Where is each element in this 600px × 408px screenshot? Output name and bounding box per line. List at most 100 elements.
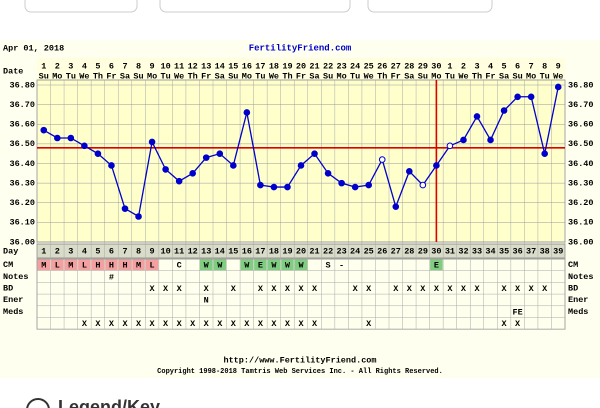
cell-text: H: [109, 261, 114, 271]
y-tick-label: 36.80: [9, 80, 35, 90]
temperature-point: [40, 126, 48, 134]
x-tick-label: 29: [418, 246, 428, 256]
x-tick-label: 8: [136, 246, 141, 256]
cell-text: X: [434, 284, 440, 294]
cell-text: M: [68, 261, 73, 271]
weekday-label: Su: [133, 71, 143, 81]
x-tick-label: 22: [323, 246, 333, 256]
weekday-label: Su: [418, 71, 428, 81]
temperature-point: [527, 93, 535, 101]
temperature-point: [514, 93, 521, 101]
x-tick-label: 1: [41, 246, 46, 256]
weekday-label: We: [364, 71, 374, 81]
row-label: Ener: [3, 295, 23, 305]
top-button[interactable]: [24, 0, 138, 13]
row-label: Meds: [568, 307, 588, 317]
x-tick-label: 5: [95, 246, 100, 256]
temperature-point: [392, 203, 400, 210]
cell-text: W: [285, 261, 291, 271]
date-label: 6: [109, 61, 114, 71]
temperature-point: [67, 134, 75, 142]
date-label: 5: [95, 61, 100, 71]
weekday-label: We: [79, 71, 89, 81]
cell-text: H: [122, 261, 127, 271]
y-tick-label: 36.30: [9, 178, 35, 188]
cell-text: X: [447, 284, 453, 294]
cell-text: X: [461, 284, 467, 294]
weekday-label: Fr: [296, 71, 306, 81]
top-button[interactable]: [159, 0, 351, 13]
temperature-point: [365, 181, 372, 189]
temperature-point: [216, 150, 224, 157]
date-label: 18: [269, 61, 279, 71]
temperature-point: [500, 107, 508, 114]
temperature-point: [135, 213, 142, 220]
x-tick-label: 17: [255, 246, 265, 256]
footer-url: http://www.FertilityFriend.com: [223, 355, 376, 365]
cell-text: X: [271, 319, 277, 329]
cell-text: X: [190, 319, 196, 329]
date-label: 13: [201, 61, 211, 71]
cell-text: X: [312, 319, 318, 329]
chart-title: FertilityFriend.com: [249, 43, 352, 53]
x-tick-label: 27: [391, 246, 401, 256]
cell-highlight: [281, 259, 294, 271]
legend-icon[interactable]: [26, 398, 50, 408]
date-label: 2: [55, 61, 60, 71]
cell-text: X: [407, 284, 413, 294]
temperature-point: [270, 183, 278, 191]
x-tick-label: 16: [242, 246, 252, 256]
cell-highlight: [37, 259, 51, 271]
x-tick-label: 3: [68, 246, 73, 256]
x-tick-label: 32: [458, 246, 468, 256]
x-tick-label: 10: [161, 246, 171, 256]
date-label: Date: [3, 66, 23, 76]
cell-text: X: [285, 284, 291, 294]
y-tick-label: 36.40: [568, 159, 594, 169]
row-label: BD: [568, 284, 578, 294]
row-label: Ener: [568, 295, 588, 305]
weekday-label: Fr: [485, 71, 495, 81]
cell-text: W: [298, 261, 304, 271]
weekday-label: Tu: [66, 71, 76, 81]
weekday-label: Fr: [106, 71, 116, 81]
cell-text: X: [163, 319, 169, 329]
x-tick-label: 33: [472, 246, 482, 256]
weekday-label: Mo: [431, 71, 441, 81]
temperature-point: [433, 162, 440, 169]
x-tick-label: 6: [109, 246, 114, 256]
date-label: 30: [431, 61, 441, 71]
cell-text: X: [393, 284, 399, 294]
weekday-label: Sa: [404, 71, 414, 81]
weekday-label: Tu: [540, 71, 550, 81]
y-tick-label: 36.20: [9, 198, 35, 208]
cell-text: X: [82, 319, 88, 329]
temperature-point: [121, 205, 129, 212]
date-label: 12: [188, 61, 198, 71]
y-tick-label: 36.00: [568, 237, 594, 247]
weekday-label: Th: [377, 71, 387, 81]
x-tick-label: 7: [122, 246, 127, 256]
cell-text: W: [217, 261, 223, 271]
x-tick-label: 11: [174, 246, 184, 256]
cell-highlight: [105, 259, 118, 271]
temperature-point: [257, 181, 264, 189]
temperature-point: [324, 170, 332, 177]
cell-text: X: [366, 319, 372, 329]
date-label: 9: [556, 61, 561, 71]
cell-text: M: [41, 261, 46, 271]
temperature-point: [54, 134, 61, 142]
weekday-label: Fr: [391, 71, 401, 81]
x-tick-label: 2: [55, 246, 60, 256]
date-label: 6: [515, 61, 520, 71]
x-tick-label: 24: [350, 246, 360, 256]
date-label: 23: [337, 61, 347, 71]
cell-text: X: [109, 319, 115, 329]
legend-link[interactable]: Legend/Key: [58, 397, 160, 408]
cell-highlight: [199, 259, 213, 271]
top-button[interactable]: [367, 0, 493, 13]
cell-text: C: [177, 261, 182, 271]
y-tick-label: 36.50: [9, 139, 35, 149]
y-tick-label: 36.10: [9, 218, 35, 228]
